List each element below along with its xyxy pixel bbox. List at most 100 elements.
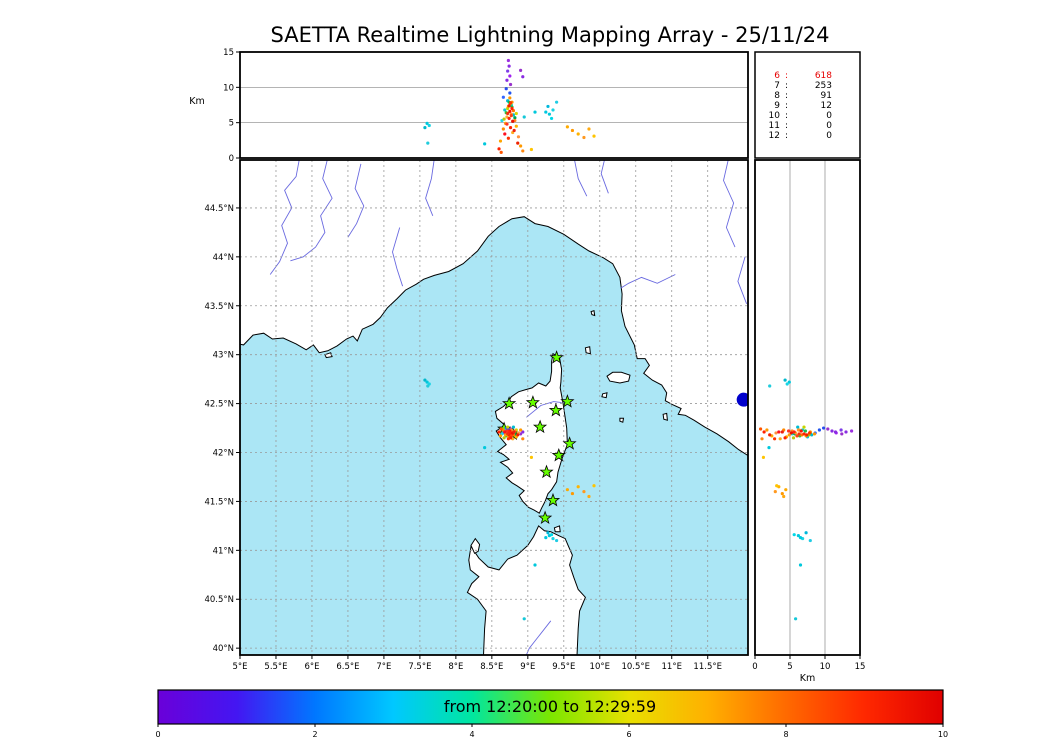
station-count-value: 0	[826, 131, 832, 141]
lightning-point	[794, 617, 798, 621]
lightning-point	[514, 111, 518, 116]
altitude-tick-label: 10	[820, 662, 831, 672]
lat-tick-label: 44.5°N	[204, 204, 234, 214]
coastline-landmass	[601, 392, 608, 399]
altitude-tick-label: 0	[229, 154, 234, 164]
lat-tick-label: 43°N	[213, 351, 234, 361]
lightning-point	[502, 117, 506, 121]
lightning-point	[507, 116, 511, 121]
lightning-point	[521, 430, 525, 434]
altitude-axis-label: Km	[800, 673, 815, 684]
lightning-point	[780, 430, 784, 434]
lightning-point	[808, 431, 812, 435]
river	[347, 163, 365, 238]
lightning-point	[506, 437, 510, 441]
lightning-point	[782, 494, 786, 499]
colorbar-tick-label: 10	[938, 730, 948, 739]
altitude-tick-label: 0	[752, 662, 757, 672]
lightning-point	[565, 488, 569, 492]
lightning-point	[504, 87, 508, 91]
lightning-point	[587, 494, 591, 499]
lightning-point	[796, 428, 801, 432]
lightning-point	[565, 125, 569, 129]
lightning-point	[511, 119, 515, 123]
river	[620, 274, 676, 289]
lightning-point	[792, 430, 796, 434]
station-count-value: 0	[826, 111, 832, 121]
lightning-point	[510, 106, 514, 111]
lon-tick-label: 6°E	[304, 662, 319, 672]
lightning-point	[546, 531, 550, 535]
lon-tick-label: 5.5°E	[264, 662, 287, 672]
station-star-marker	[545, 492, 561, 507]
lightning-point	[773, 490, 777, 494]
altitude-tick-label: 5	[229, 119, 234, 129]
lightning-point	[833, 430, 838, 434]
station-id: 11	[769, 121, 780, 131]
lightning-point	[501, 127, 505, 131]
station-separator: :	[785, 81, 788, 91]
station-star-marker	[551, 447, 566, 462]
coastline-landmass	[619, 417, 625, 423]
lightning-point	[551, 536, 555, 541]
lightning-point	[775, 484, 779, 488]
blue-edge-marker	[736, 392, 748, 407]
lightning-point	[817, 428, 822, 432]
lightning-point	[547, 112, 552, 116]
lon-tick-label: 11.5°E	[693, 662, 722, 672]
lightning-point	[805, 433, 809, 437]
colorbar-tick-label: 0	[155, 730, 160, 739]
lightning-point	[797, 432, 801, 436]
lightning-point	[505, 78, 509, 82]
station-counts-border	[754, 51, 861, 159]
lightning-point	[506, 69, 510, 73]
colorbar-gradient-bar	[157, 689, 944, 725]
coastline-landmass	[662, 412, 668, 421]
station-count-value: 618	[815, 71, 832, 81]
station-separator: :	[785, 111, 788, 121]
lightning-point	[483, 142, 487, 146]
river	[269, 160, 300, 275]
lightning-point	[808, 538, 812, 543]
lightning-point	[789, 431, 794, 435]
station-star-marker	[537, 510, 553, 525]
lightning-point	[850, 429, 854, 433]
station-count-value: 12	[821, 101, 832, 111]
lightning-point	[796, 425, 800, 429]
lightning-point	[761, 455, 766, 459]
colorbar-tick-label: 8	[783, 730, 788, 739]
lightning-point	[795, 434, 799, 438]
lightning-point	[774, 431, 778, 435]
lon-tick-label: 8.5°E	[480, 662, 503, 672]
lon-tick-label: 8°E	[448, 662, 463, 672]
colorbar-tick-label: 4	[469, 730, 474, 739]
lightning-point	[498, 139, 503, 143]
lightning-point	[499, 150, 503, 154]
lightning-point	[792, 533, 796, 537]
lon-tick-label: 10°E	[590, 662, 610, 672]
lightning-point	[803, 429, 808, 433]
lightning-point	[521, 75, 525, 79]
station-separator: :	[785, 121, 788, 131]
lightning-point	[802, 425, 806, 429]
lightning-point	[555, 538, 559, 543]
station-separator: :	[785, 71, 788, 81]
lightning-point	[799, 429, 803, 433]
station-id: 6	[774, 71, 780, 81]
lightning-point	[529, 147, 534, 152]
lightning-point	[426, 384, 430, 388]
lightning-point	[521, 437, 525, 441]
lightning-point	[425, 121, 429, 125]
lightning-point	[425, 380, 429, 384]
lightning-point	[777, 430, 781, 434]
station-star-marker	[560, 394, 575, 408]
lat-tick-label: 41°N	[213, 546, 234, 556]
lightning-point	[499, 427, 503, 431]
river	[723, 160, 736, 248]
lightning-point	[505, 122, 509, 126]
lightning-point	[497, 430, 501, 434]
lightning-point	[570, 128, 575, 133]
river	[425, 160, 435, 216]
lat-tick-label: 40°N	[213, 644, 234, 654]
lon-tick-label: 6.5°E	[336, 662, 359, 672]
